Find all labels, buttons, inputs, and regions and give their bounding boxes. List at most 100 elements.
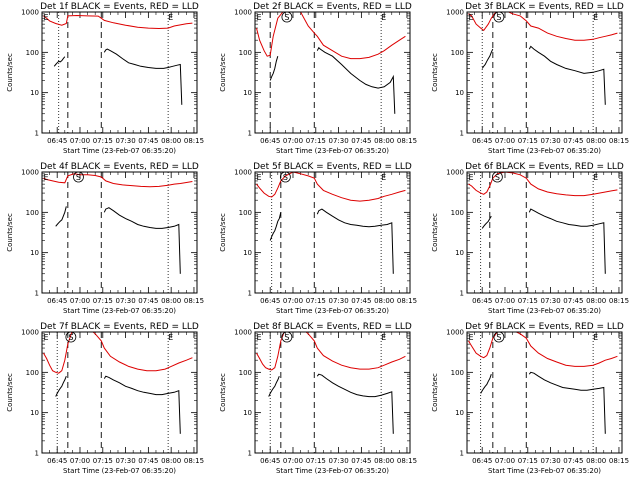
x-tick-label: 07:45 [351, 137, 371, 145]
panel-9: Det 9f BLACK = Events, RED = LLD Counts/s… [431, 322, 629, 475]
eclipse-marker: E [469, 333, 474, 342]
plot-frame [466, 331, 623, 454]
y-tick-label: 1 [35, 130, 39, 138]
x-tick-label: 07:15 [518, 457, 538, 465]
x-tick-label: 07:15 [518, 137, 538, 145]
x-tick-label: 08:15 [397, 457, 417, 465]
x-tick-label: 08:15 [609, 297, 629, 305]
x-tick-label: 08:15 [397, 137, 417, 145]
x-tick-label: 07:00 [70, 297, 90, 305]
eclipse-marker: E [593, 173, 598, 182]
x-tick-label: 07:00 [283, 137, 303, 145]
y-tick-label: 1 [460, 130, 464, 138]
y-tick-label: 10 [30, 89, 39, 97]
saa-marker: S [76, 173, 81, 182]
eclipse-marker: E [257, 333, 262, 342]
x-axis-label: Start Time (23-Feb-07 06:35:20) [488, 467, 601, 475]
x-axis-label: Start Time (23-Feb-07 06:35:20) [276, 467, 389, 475]
y-tick-label: 1000 [21, 169, 39, 177]
x-axis-label: Start Time (23-Feb-07 06:35:20) [276, 307, 389, 315]
saa-marker: S [496, 13, 501, 22]
eclipse-marker: E [469, 173, 474, 182]
y-tick-label: 10 [455, 89, 464, 97]
y-tick-label: 10 [455, 249, 464, 257]
lld-series-line [256, 332, 406, 371]
x-tick-label: 07:30 [115, 457, 135, 465]
lld-series-line [256, 12, 406, 60]
eclipse-marker: E [381, 13, 386, 22]
y-axis-label: Counts/sec [219, 373, 227, 412]
events-series-line [103, 48, 183, 105]
x-tick-label: 07:45 [563, 457, 583, 465]
x-tick-label: 07:15 [93, 137, 113, 145]
x-tick-label: 07:15 [93, 297, 113, 305]
x-tick-label: 06:45 [472, 457, 492, 465]
y-tick-label: 1 [460, 290, 464, 298]
x-tick-label: 07:30 [115, 297, 135, 305]
x-tick-label: 08:00 [586, 297, 606, 305]
plot-frame [254, 11, 411, 134]
panel-5: Det 5f BLACK = Events, RED = LLD Counts/s… [219, 162, 417, 315]
y-tick-label: 100 [26, 369, 39, 377]
saa-marker: S [496, 333, 501, 342]
x-axis-label: Start Time (23-Feb-07 06:35:20) [488, 307, 601, 315]
y-tick-label: 100 [451, 209, 464, 217]
y-tick-label: 1 [460, 450, 464, 458]
x-tick-label: 07:00 [495, 137, 515, 145]
x-axis-label: Start Time (23-Feb-07 06:35:20) [63, 467, 176, 475]
y-tick-label: 1000 [234, 9, 252, 17]
y-tick-label: 10 [243, 89, 252, 97]
eclipse-marker: E [593, 13, 598, 22]
x-tick-label: 07:45 [351, 457, 371, 465]
y-tick-label: 100 [239, 369, 252, 377]
x-tick-label: 08:00 [161, 137, 181, 145]
y-tick-label: 100 [239, 49, 252, 57]
events-series-line [481, 215, 492, 229]
x-tick-label: 07:45 [563, 137, 583, 145]
panel-title: Det 2f BLACK = Events, RED = LLD [253, 2, 412, 12]
y-tick-label: 1 [35, 290, 39, 298]
y-axis-label: Counts/sec [431, 53, 439, 92]
plot-frame [41, 331, 198, 454]
panel-title: Det 5f BLACK = Events, RED = LLD [253, 162, 412, 172]
lld-series-line [468, 172, 618, 197]
panel-1: Det 1f BLACK = Events, RED = LLD Counts/s… [6, 2, 204, 155]
events-series-line [481, 48, 494, 69]
y-tick-label: 100 [239, 209, 252, 217]
eclipse-marker: E [168, 333, 173, 342]
y-tick-label: 10 [243, 249, 252, 257]
x-tick-label: 07:30 [540, 457, 560, 465]
events-series-line [55, 206, 67, 227]
events-series-line [316, 373, 394, 434]
y-tick-label: 1 [248, 130, 252, 138]
x-tick-label: 08:15 [609, 457, 629, 465]
x-tick-label: 08:00 [374, 137, 394, 145]
events-series-line [316, 208, 394, 274]
events-series-line [55, 376, 67, 397]
events-series-line [53, 56, 66, 67]
x-tick-label: 08:00 [586, 457, 606, 465]
panel-title: Det 3f BLACK = Events, RED = LLD [465, 2, 624, 12]
saa-marker: S [284, 333, 289, 342]
y-axis-label: Counts/sec [219, 53, 227, 92]
x-tick-label: 06:45 [47, 457, 67, 465]
saa-marker: S [495, 173, 500, 182]
y-tick-label: 10 [455, 409, 464, 417]
events-series-line [316, 46, 396, 114]
saa-marker: S [283, 173, 288, 182]
plot-frame [466, 11, 623, 134]
x-tick-label: 07:30 [328, 457, 348, 465]
x-tick-label: 07:45 [138, 457, 158, 465]
x-tick-label: 06:45 [260, 137, 280, 145]
y-tick-label: 10 [30, 249, 39, 257]
events-series-line [103, 375, 181, 434]
panel-title: Det 1f BLACK = Events, RED = LLD [40, 2, 199, 12]
y-axis-label: Counts/sec [431, 373, 439, 412]
plot-frame [254, 171, 411, 294]
plot-frame [41, 171, 198, 294]
x-tick-label: 06:45 [47, 137, 67, 145]
x-tick-label: 07:45 [138, 297, 158, 305]
x-tick-label: 07:30 [115, 137, 135, 145]
panel-title: Det 9f BLACK = Events, RED = LLD [465, 322, 624, 332]
